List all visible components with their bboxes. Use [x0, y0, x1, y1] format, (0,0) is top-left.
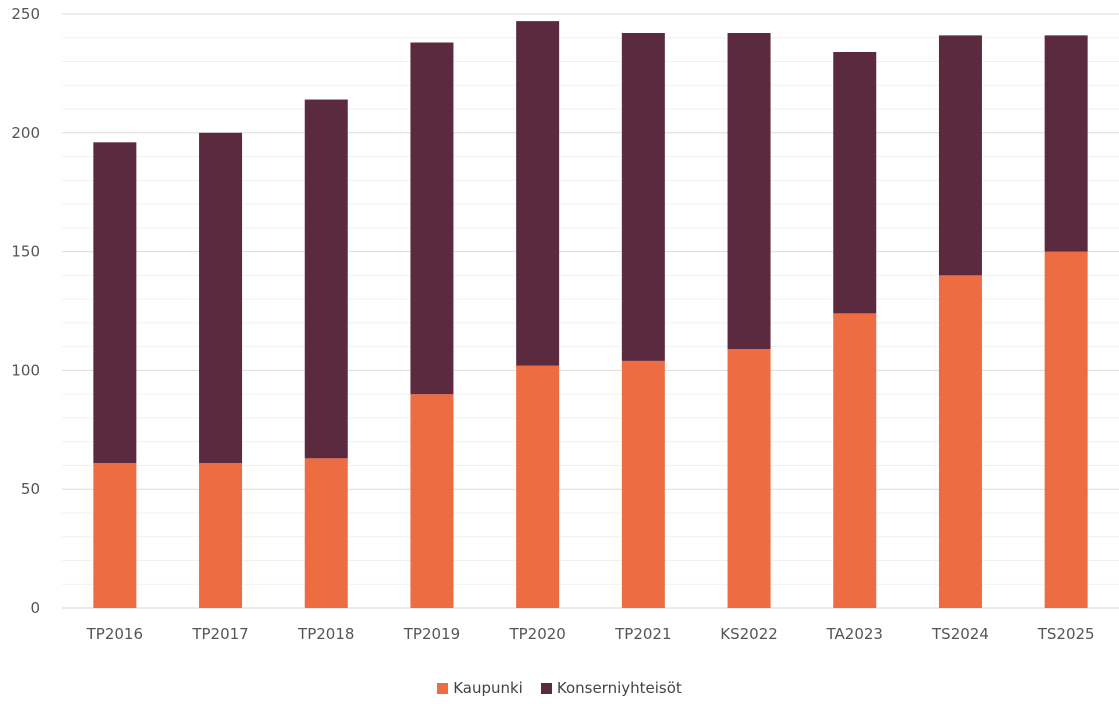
bar-konserniyhteist-ts2024	[938, 35, 982, 276]
bar-kaupunki-tp2016	[93, 463, 137, 608]
y-tick-label: 200	[11, 124, 40, 142]
x-tick-label: TP2018	[297, 625, 354, 643]
y-tick-label: 250	[11, 5, 40, 23]
legend-label-kaupunki: Kaupunki	[453, 679, 523, 697]
bar-kaupunki-ks2022	[727, 349, 771, 608]
x-tick-label: TP2017	[191, 625, 248, 643]
y-tick-label: 100	[11, 361, 40, 379]
bar-kaupunki-ta2023	[833, 313, 877, 608]
x-axis-tick-labels: TP2016 TP2017 TP2018 TP2019 TP2020 TP2021 KS20…	[86, 625, 1095, 643]
bar-konserniyhteist-ta2023	[833, 52, 877, 314]
bar-kaupunki-tp2019	[410, 394, 454, 608]
x-tick-label: KS2022	[720, 625, 778, 643]
bar-kaupunki-tp2018	[304, 458, 348, 608]
bar-konserniyhteist-ts2025	[1044, 35, 1088, 252]
bar-konserniyhteist-ks2022	[727, 33, 771, 350]
legend-item-kaupunki: Kaupunki	[437, 679, 523, 697]
x-tick-label: TP2020	[508, 625, 565, 643]
x-tick-label: TP2016	[86, 625, 143, 643]
legend: Kaupunki Konserniyhteisöt	[0, 678, 1119, 698]
y-axis-tick-labels: 0 50 100 150 200 250	[11, 5, 40, 617]
legend-item-konserniyhteisot: Konserniyhteisöt	[540, 679, 682, 697]
y-tick-label: 0	[30, 599, 40, 617]
bar-konserniyhteist-tp2018	[304, 99, 348, 459]
bars	[93, 21, 1088, 608]
bar-kaupunki-tp2017	[199, 463, 243, 608]
legend-label-konserniyhteisot: Konserniyhteisöt	[556, 679, 682, 697]
bar-kaupunki-tp2021	[621, 360, 665, 608]
y-tick-label: 50	[21, 480, 40, 498]
legend-swatch-kaupunki	[437, 682, 449, 694]
bar-konserniyhteist-tp2020	[516, 21, 560, 366]
bar-kaupunki-ts2024	[938, 275, 982, 608]
bar-konserniyhteist-tp2016	[93, 142, 137, 464]
bar-konserniyhteist-tp2019	[410, 42, 454, 395]
y-tick-label: 150	[11, 243, 40, 261]
bar-kaupunki-ts2025	[1044, 251, 1088, 608]
x-tick-label: TA2023	[826, 625, 883, 643]
bar-kaupunki-tp2020	[516, 365, 560, 608]
x-tick-label: TS2025	[1037, 625, 1095, 643]
bar-konserniyhteist-tp2021	[621, 33, 665, 361]
x-tick-label: TP2019	[403, 625, 460, 643]
x-tick-label: TS2024	[931, 625, 989, 643]
legend-swatch-konserniyhteisot	[540, 682, 552, 694]
x-tick-label: TP2021	[614, 625, 671, 643]
bar-konserniyhteist-tp2017	[199, 132, 243, 464]
